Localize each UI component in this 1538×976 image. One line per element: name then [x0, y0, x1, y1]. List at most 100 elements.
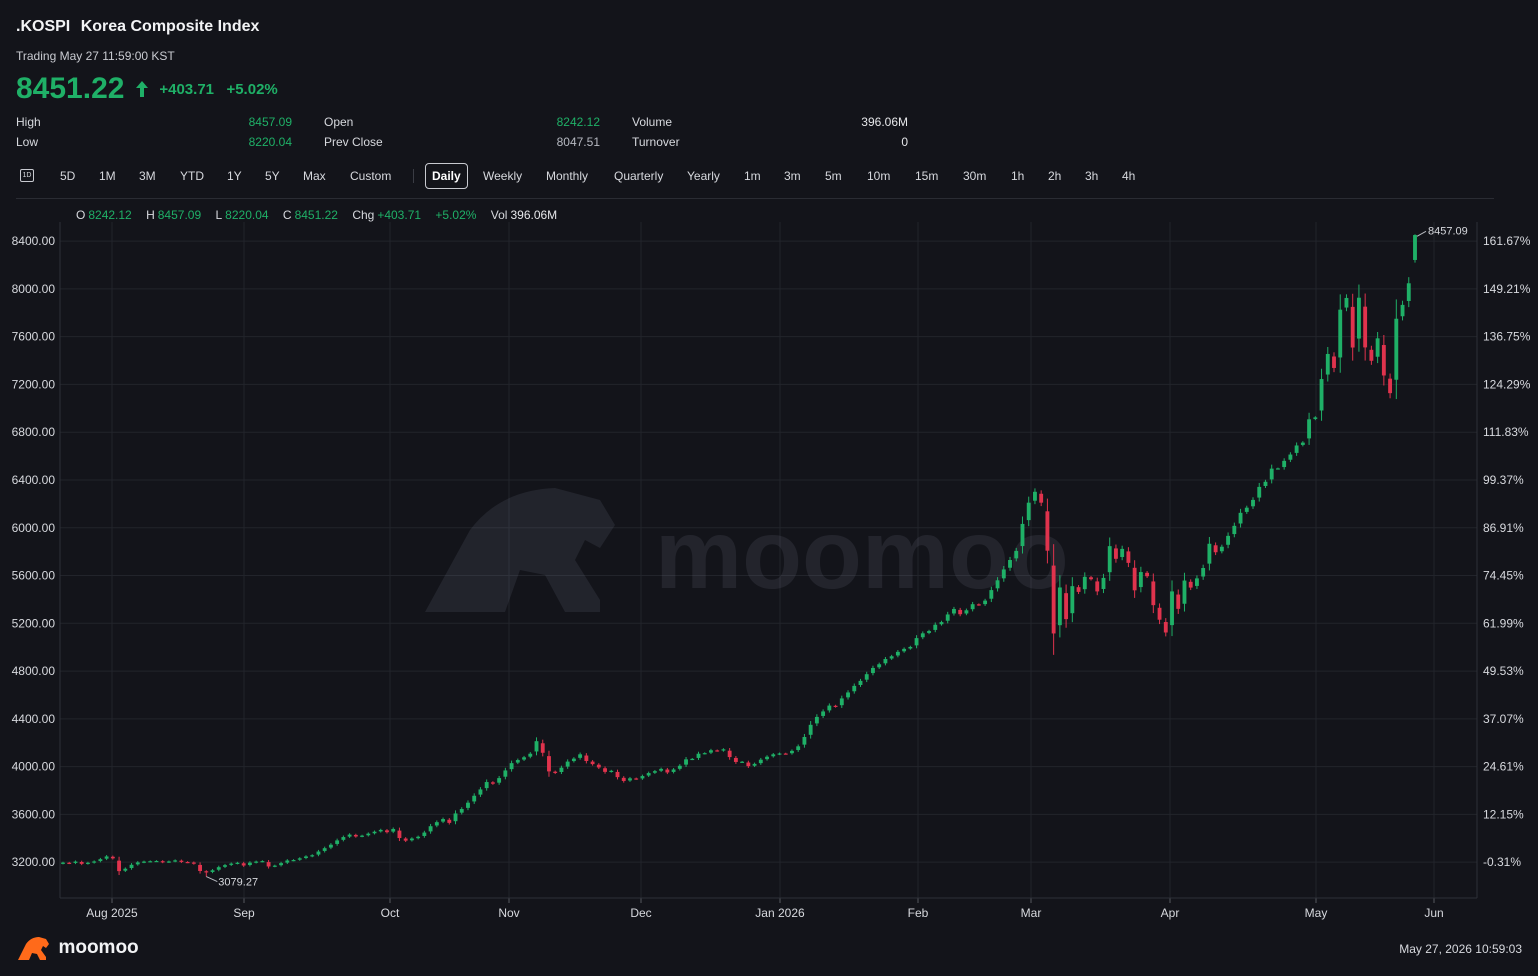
chart-axes: 8400.00 161.67% 8000.00 149.21% 7600.00 136.7… — [12, 222, 1531, 920]
candle-body — [497, 778, 502, 783]
candle-body — [409, 838, 414, 841]
candle-body — [1045, 511, 1050, 551]
interval-3h[interactable]: 3h — [1085, 169, 1099, 183]
candle-body — [254, 861, 259, 863]
candle-body — [1089, 577, 1093, 580]
interval-10m[interactable]: 10m — [867, 169, 891, 183]
x-tick-label: Sep — [233, 906, 255, 920]
y-tick-left: 6400.00 — [12, 473, 56, 487]
candle-body — [528, 753, 533, 757]
interval-1h[interactable]: 1h — [1011, 169, 1025, 183]
candle-body — [434, 822, 439, 826]
candle-body — [478, 789, 483, 795]
candle-body — [428, 826, 433, 832]
interval-1m[interactable]: 1m — [744, 169, 761, 183]
trading-status: Trading May 27 11:59:00 KST — [16, 49, 175, 63]
candle-body — [185, 861, 190, 864]
instrument-name: Korea Composite Index — [80, 18, 260, 35]
range-ytd[interactable]: YTD — [180, 169, 204, 183]
candle-body — [1406, 283, 1411, 301]
range-1m[interactable]: 1M — [99, 169, 116, 183]
y-tick-right: 12.15% — [1483, 807, 1524, 821]
candle-body — [1039, 493, 1044, 503]
candle-body — [260, 861, 265, 863]
y-tick-right: 24.61% — [1483, 760, 1524, 774]
stat-label-high: High — [16, 115, 41, 129]
timeframe-1d-icon[interactable]: 1D — [20, 169, 34, 182]
interval-2h[interactable]: 2h — [1048, 169, 1062, 183]
candle-body — [1288, 454, 1293, 460]
candle-body — [559, 767, 564, 773]
candle-body — [509, 763, 514, 770]
quote-header: .KOSPI Korea Composite Index Trading May… — [16, 16, 1516, 156]
interval-monthly[interactable]: Monthly — [546, 169, 589, 183]
candle-body — [1051, 565, 1056, 634]
range-custom[interactable]: Custom — [350, 169, 392, 183]
candle-body — [895, 651, 900, 656]
candle-body — [721, 749, 726, 751]
candle-body — [1363, 306, 1368, 348]
candle-body — [665, 769, 670, 773]
candle-body — [1338, 309, 1343, 358]
range-1y[interactable]: 1Y — [227, 169, 242, 183]
candle-body — [1120, 548, 1125, 558]
ohlc-change-label: Chg — [352, 208, 375, 222]
interval-4h[interactable]: 4h — [1122, 169, 1136, 183]
interval-3m[interactable]: 3m — [784, 169, 801, 183]
candle-body — [179, 860, 184, 862]
x-tick-label: Aug 2025 — [86, 906, 138, 920]
range-max[interactable]: Max — [303, 169, 326, 183]
candle-body — [920, 633, 925, 638]
candle-body — [677, 765, 682, 769]
interval-daily[interactable]: Daily — [425, 163, 468, 189]
candlestick-chart[interactable]: moomoo 8400.00 161.67% 8000.00 149.21% 7600.… — [0, 200, 1538, 932]
interval-30m[interactable]: 30m — [963, 169, 987, 183]
y-tick-left: 5600.00 — [12, 569, 56, 583]
candle-body — [1107, 546, 1112, 573]
candle-body — [291, 860, 296, 862]
interval-quarterly[interactable]: Quarterly — [614, 169, 664, 183]
candle-body — [1033, 491, 1037, 501]
candle-body — [191, 862, 196, 864]
candle-body — [166, 861, 171, 863]
candle-body — [808, 724, 813, 735]
ohlc-close-label: C — [282, 208, 292, 222]
candle-body — [727, 750, 732, 758]
candle-body — [135, 862, 140, 865]
candle-body — [553, 771, 558, 773]
stat-label-turnover: Turnover — [632, 135, 680, 149]
y-tick-right: 74.45% — [1483, 569, 1524, 583]
candle-body — [247, 862, 252, 865]
y-tick-right: 37.07% — [1483, 712, 1524, 726]
interval-15m[interactable]: 15m — [915, 169, 939, 183]
candle-body — [945, 614, 950, 621]
candle-body — [1226, 535, 1231, 545]
range-5y[interactable]: 5Y — [265, 169, 280, 183]
range-5d[interactable]: 5D — [60, 169, 76, 183]
candle-body — [1201, 568, 1206, 577]
price-row: 8451.22 +403.71 +5.02% — [16, 72, 286, 108]
candle-body — [1082, 576, 1087, 590]
symbol: .KOSPI — [16, 18, 71, 35]
candle-body — [1114, 548, 1118, 559]
interval-5m[interactable]: 5m — [825, 169, 842, 183]
candle-body — [758, 759, 763, 764]
candle-body — [1232, 525, 1237, 535]
interval-yearly[interactable]: Yearly — [687, 169, 720, 183]
candle-body — [983, 600, 988, 605]
candle-body — [459, 809, 464, 813]
stat-value-low: 8220.04 — [248, 135, 292, 149]
candle-body — [266, 862, 271, 867]
chart-annotations: 8457.09 3079.27 — [206, 225, 1468, 889]
candle-body — [534, 741, 539, 752]
candle-body — [1257, 486, 1262, 498]
stat-value-prev-close: 8047.51 — [556, 135, 600, 149]
candle-body — [702, 753, 707, 755]
candle-body — [733, 757, 738, 762]
interval-weekly[interactable]: Weekly — [483, 169, 523, 183]
range-3m[interactable]: 3M — [139, 169, 156, 183]
stat-value-open: 8242.12 — [556, 115, 600, 129]
candle-body — [1026, 502, 1031, 521]
candle-body — [366, 833, 371, 836]
candle-body — [198, 864, 203, 872]
